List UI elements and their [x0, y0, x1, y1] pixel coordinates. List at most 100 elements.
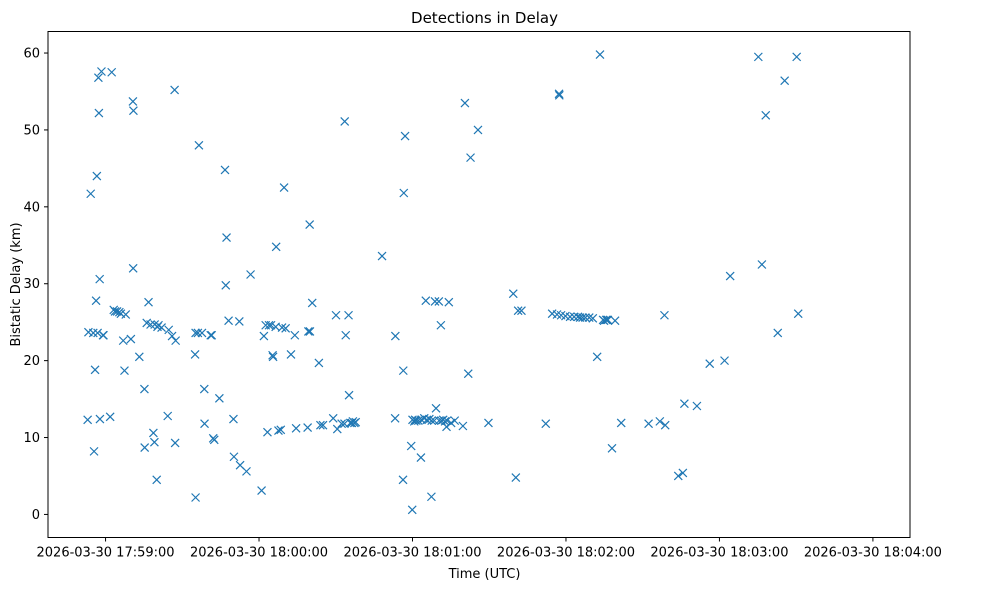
data-point — [655, 416, 665, 426]
data-point — [107, 67, 117, 77]
data-point — [720, 356, 729, 366]
data-point — [90, 365, 100, 375]
data-point — [340, 117, 350, 126]
y-tick-label: 20 — [23, 354, 40, 369]
data-point — [171, 336, 181, 346]
axes-frame — [47, 31, 911, 538]
data-point — [444, 297, 454, 307]
data-point — [511, 473, 521, 482]
x-tick-label: 2026-03-30 17:59:00 — [37, 546, 175, 561]
data-point — [206, 330, 216, 340]
data-point — [466, 153, 475, 163]
data-point — [152, 475, 162, 485]
data-point — [303, 423, 313, 432]
data-point — [170, 85, 180, 95]
y-tick-label: 50 — [23, 123, 40, 138]
data-point — [305, 220, 315, 229]
data-point — [442, 416, 452, 426]
x-axis-label: Time (UTC) — [448, 567, 521, 582]
data-point — [271, 242, 281, 252]
data-point — [780, 76, 790, 86]
data-point — [554, 90, 564, 100]
data-point — [148, 428, 158, 438]
data-point — [276, 425, 286, 435]
data-point — [603, 315, 613, 325]
data-point — [105, 412, 115, 422]
chart-title: Detections in Delay — [411, 9, 558, 27]
data-point — [83, 415, 93, 425]
plot-area — [83, 50, 803, 515]
data-point — [430, 296, 440, 306]
data-point — [91, 296, 101, 306]
data-point — [207, 330, 217, 340]
data-point — [458, 421, 468, 431]
data-point — [246, 270, 256, 279]
data-point — [200, 419, 209, 429]
data-point — [257, 486, 267, 496]
data-point — [705, 359, 715, 369]
data-point — [290, 330, 300, 340]
data-point — [398, 366, 408, 376]
data-point — [692, 401, 702, 411]
data-point — [264, 320, 274, 330]
data-point — [315, 420, 325, 430]
data-point — [128, 97, 138, 106]
data-point — [144, 297, 153, 307]
data-point — [277, 323, 287, 332]
data-point — [351, 417, 361, 427]
data-point — [191, 493, 201, 502]
x-tick-label: 2026-03-30 18:03:00 — [650, 546, 788, 561]
data-point — [88, 328, 98, 338]
y-axis-label: Bistatic Delay (km) — [9, 222, 24, 346]
x-tick-label: 2026-03-30 18:00:00 — [190, 546, 328, 561]
data-point — [578, 313, 588, 322]
data-point — [94, 108, 104, 118]
x-tick-label: 2026-03-30 18:04:00 — [804, 546, 942, 561]
data-point — [190, 350, 200, 359]
data-point — [120, 366, 129, 376]
data-point — [268, 352, 278, 362]
data-point — [753, 52, 763, 62]
data-point — [773, 328, 783, 338]
data-point — [140, 384, 149, 394]
data-point — [95, 274, 105, 284]
data-point — [413, 416, 423, 426]
data-point — [679, 399, 689, 409]
data-point — [484, 418, 493, 428]
data-point — [344, 310, 353, 320]
data-point — [508, 289, 518, 299]
data-point — [673, 471, 683, 481]
data-point — [134, 352, 144, 362]
data-point — [678, 468, 688, 478]
data-point — [164, 325, 174, 335]
data-point — [222, 233, 231, 243]
data-point — [660, 310, 669, 320]
data-point — [607, 443, 617, 453]
data-point — [644, 419, 654, 429]
data-point — [318, 420, 328, 430]
data-point — [377, 251, 387, 261]
data-point — [337, 419, 347, 429]
data-point — [541, 419, 551, 429]
y-axis: 0 10 20 30 40 50 60 — [23, 47, 48, 523]
data-point — [793, 309, 803, 319]
data-point — [170, 438, 180, 448]
data-point — [118, 336, 128, 346]
data-point — [234, 316, 244, 326]
data-point — [229, 414, 238, 424]
data-point — [399, 188, 409, 198]
data-point — [263, 427, 272, 437]
data-point — [209, 435, 219, 445]
x-tick-label: 2026-03-30 18:02:00 — [497, 546, 635, 561]
data-point — [149, 437, 159, 447]
data-point — [580, 313, 590, 322]
data-point — [792, 52, 802, 62]
data-point — [242, 466, 251, 476]
data-point — [259, 331, 269, 341]
data-point — [390, 331, 400, 341]
data-point — [167, 331, 177, 341]
data-point — [757, 260, 767, 269]
data-point — [595, 50, 605, 59]
data-point — [427, 416, 437, 426]
data-point — [140, 443, 150, 452]
